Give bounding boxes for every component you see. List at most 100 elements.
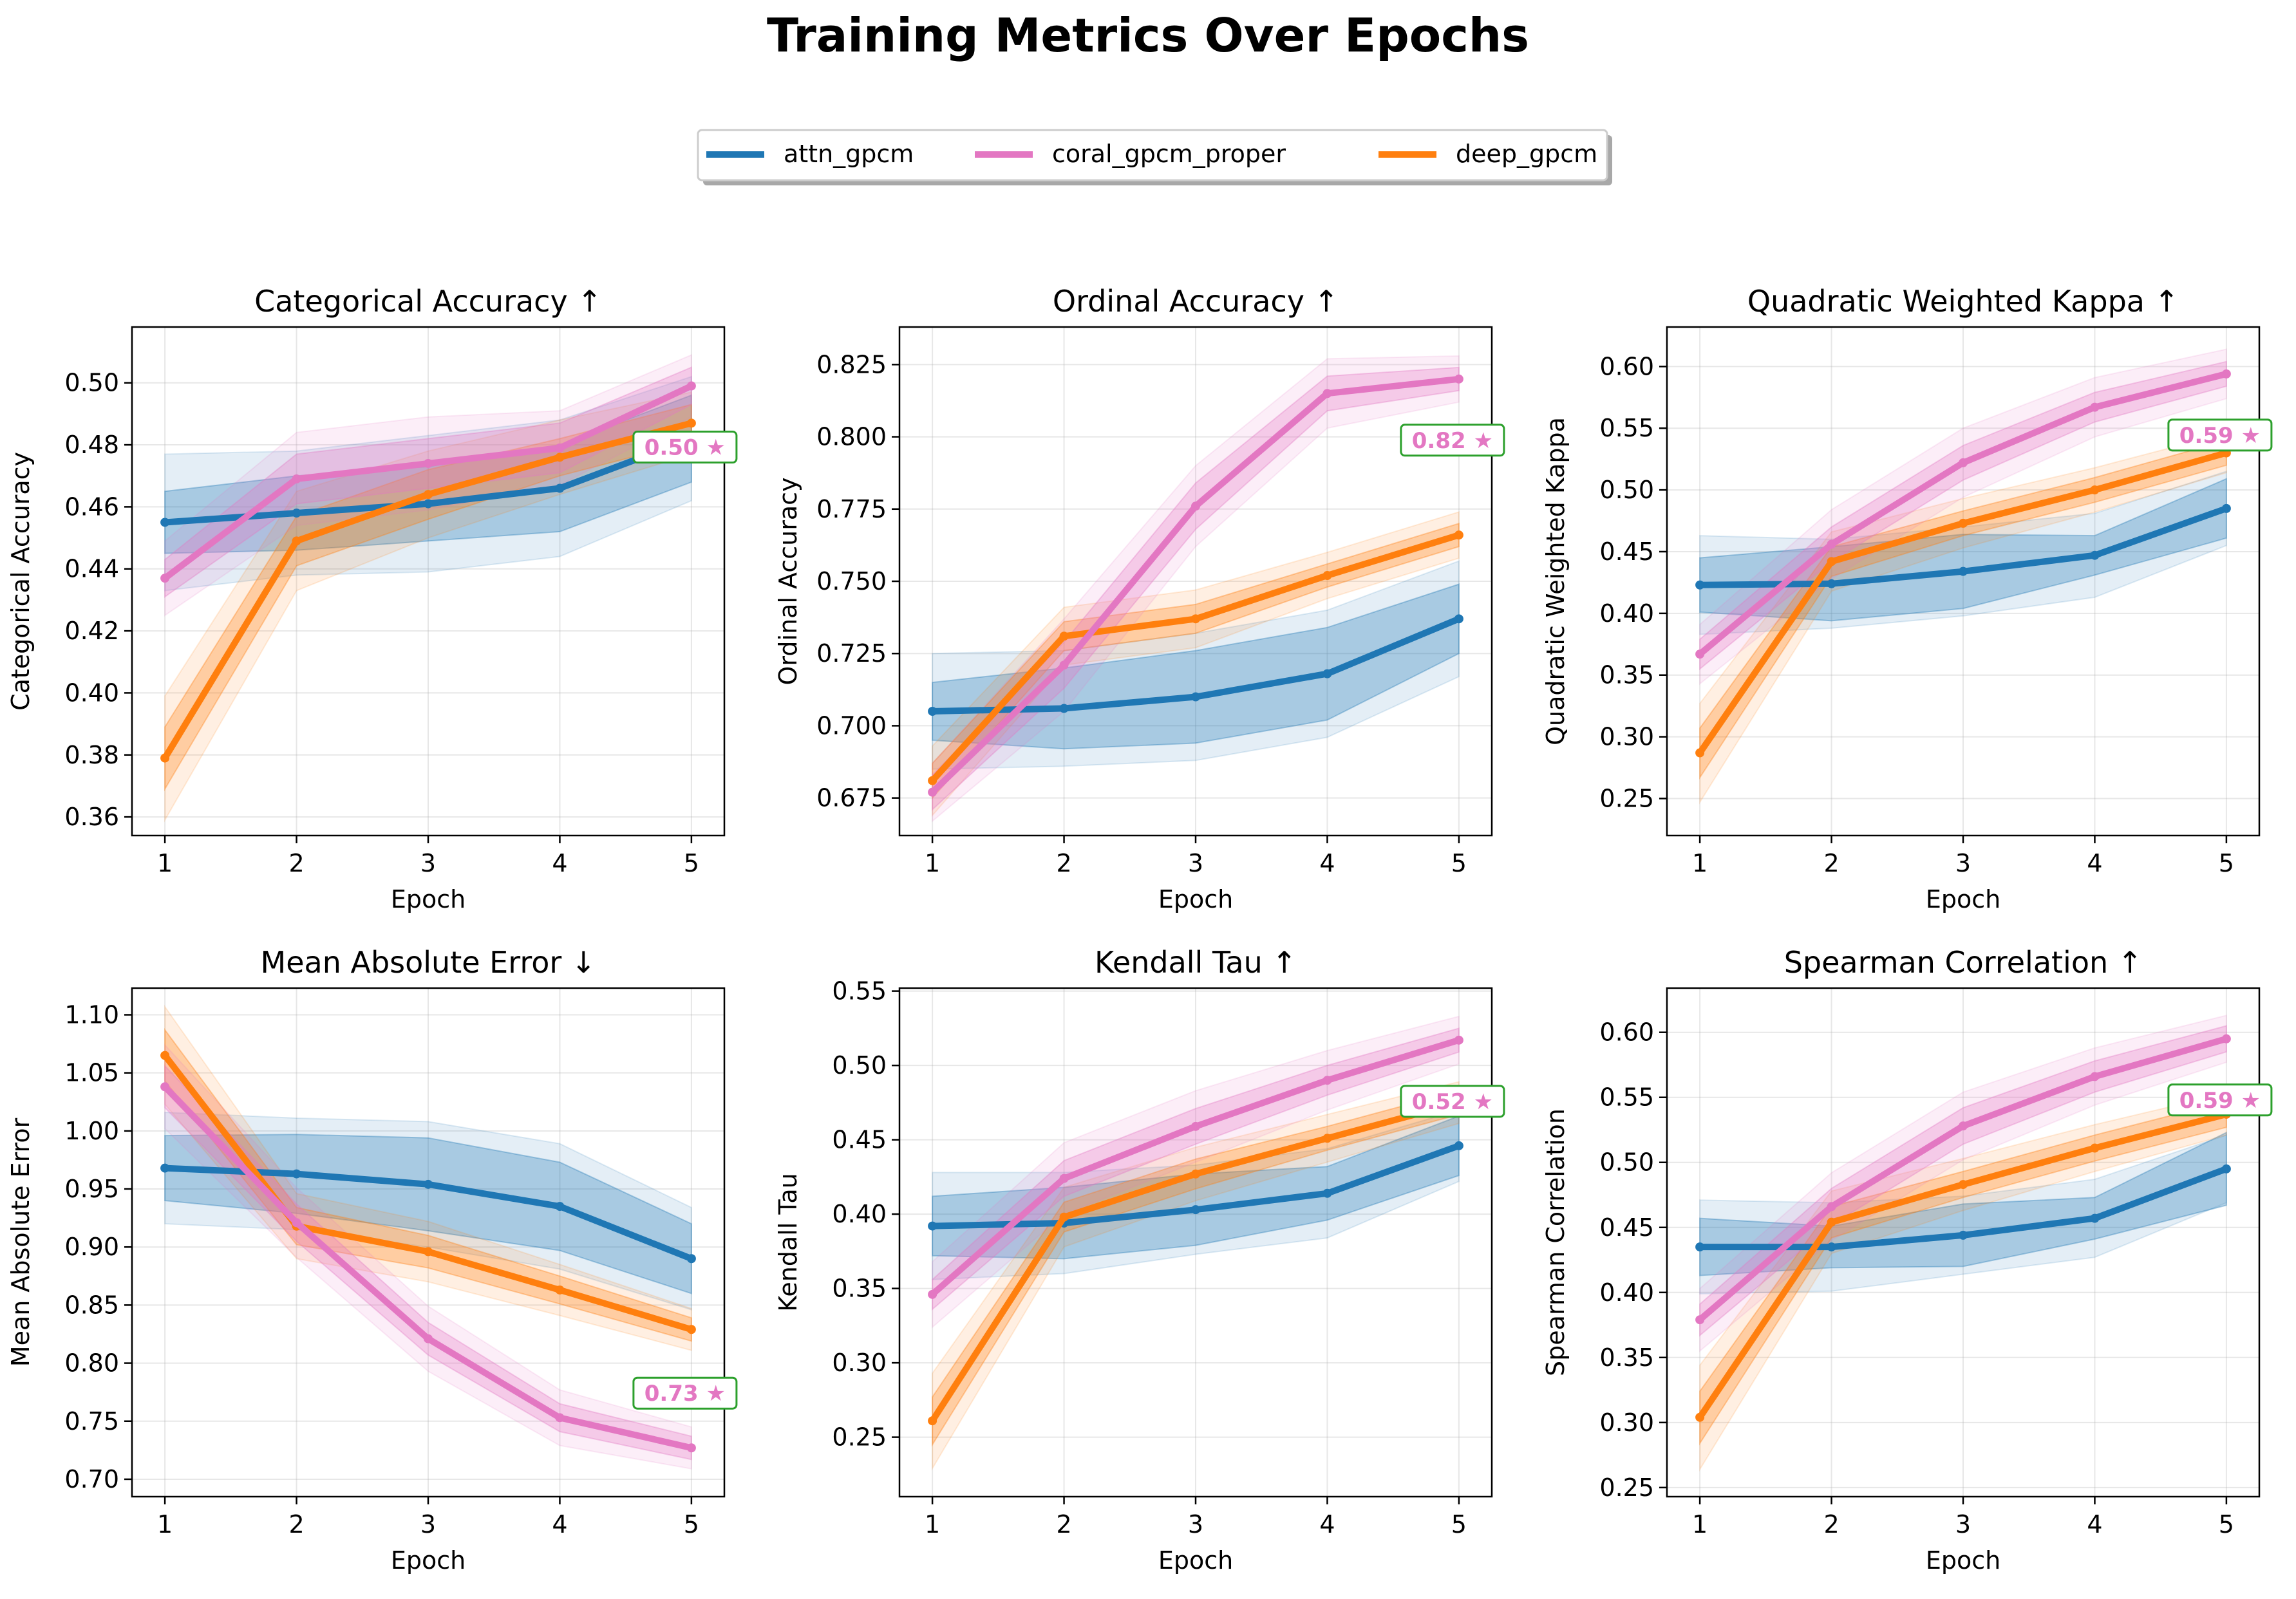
best-value-label: 0.59 ★ xyxy=(2179,1088,2261,1114)
x-tick-label: 2 xyxy=(1056,849,1071,877)
legend-entry-attn-gpcm: attn_gpcm xyxy=(706,140,914,168)
x-tick-label: 5 xyxy=(2219,1510,2234,1538)
best-value-box xyxy=(632,1376,738,1410)
subplot-3: 0.70 0.75 0.80 0.85 0.90 0.95 1.00 1.05 1.10 1 2 3 4… xyxy=(6,945,738,1575)
y-tick-label: 0.40 xyxy=(1599,1278,1654,1307)
data-point-coral_gpcm_proper xyxy=(928,1289,937,1299)
x-tick-label: 1 xyxy=(925,1510,940,1538)
y-axis-label: Spearman Correlation xyxy=(1541,1108,1570,1376)
y-tick-label: 0.25 xyxy=(832,1423,887,1452)
data-point-attn_gpcm xyxy=(1191,1205,1200,1215)
data-point-attn_gpcm xyxy=(1959,566,1968,576)
data-point-coral_gpcm_proper xyxy=(1059,660,1069,670)
y-tick-label: 0.80 xyxy=(64,1349,119,1378)
legend-label: attn_gpcm xyxy=(784,140,914,168)
x-tick-label: 5 xyxy=(684,849,699,877)
y-tick-label: 0.30 xyxy=(832,1349,887,1377)
data-point-deep_gpcm xyxy=(555,1285,565,1295)
y-tick-label: 1.05 xyxy=(64,1059,119,1087)
subplot-5: 0.25 0.30 0.35 0.40 0.45 0.50 0.55 0.60 1 2 3 4 5 Spe… xyxy=(1541,945,2273,1575)
data-point-deep_gpcm xyxy=(1827,1217,1836,1227)
y-tick-label: 0.675 xyxy=(816,784,887,812)
best-value-box xyxy=(1400,424,1505,457)
band-inner-deep_gpcm xyxy=(1699,1100,2227,1446)
data-point-coral_gpcm_proper xyxy=(1454,1035,1463,1045)
data-point-attn_gpcm xyxy=(424,1179,433,1189)
data-point-deep_gpcm xyxy=(424,490,433,500)
x-tick-label: 2 xyxy=(1056,1510,1071,1538)
y-tick-label: 1.10 xyxy=(64,1000,119,1029)
data-point-deep_gpcm xyxy=(686,418,696,428)
band-inner-coral_gpcm_proper xyxy=(932,366,1460,811)
data-point-attn_gpcm xyxy=(686,1254,696,1264)
data-point-coral_gpcm_proper xyxy=(555,1413,565,1423)
x-axis-label: Epoch xyxy=(1158,885,1233,913)
data-point-coral_gpcm_proper xyxy=(928,787,937,797)
y-tick-label: 0.95 xyxy=(64,1175,119,1203)
y-tick-label: 0.44 xyxy=(64,555,119,583)
best-value-box xyxy=(2167,1083,2273,1117)
band-outer-attn_gpcm xyxy=(164,1111,692,1311)
data-point-coral_gpcm_proper xyxy=(424,458,433,468)
legend-label: coral_gpcm_proper xyxy=(1052,140,1286,168)
data-point-deep_gpcm xyxy=(1454,530,1463,540)
y-tick-label: 0.55 xyxy=(1599,414,1654,442)
band-inner-coral_gpcm_proper xyxy=(164,1064,692,1461)
x-axis-label: Epoch xyxy=(1158,1546,1233,1575)
x-tick-label: 3 xyxy=(1188,1510,1203,1538)
data-point-attn_gpcm xyxy=(424,499,433,509)
band-outer-coral_gpcm_proper xyxy=(1699,1015,2227,1352)
y-tick-label: 0.90 xyxy=(64,1233,119,1261)
x-tick-label: 4 xyxy=(2087,1510,2102,1538)
x-tick-label: 4 xyxy=(1319,1510,1335,1538)
data-point-attn_gpcm xyxy=(1695,580,1705,590)
x-tick-label: 4 xyxy=(552,849,567,877)
subplot-title: Kendall Tau ↑ xyxy=(1095,945,1297,980)
best-value-label: 0.82 ★ xyxy=(1412,428,1493,454)
y-tick-label: 0.40 xyxy=(1599,599,1654,628)
data-point-coral_gpcm_proper xyxy=(292,474,301,484)
data-point-deep_gpcm xyxy=(1959,518,1968,528)
data-point-attn_gpcm xyxy=(1959,1230,1968,1240)
band-outer-coral_gpcm_proper xyxy=(164,353,692,617)
y-tick-label: 0.46 xyxy=(64,492,119,521)
data-point-deep_gpcm xyxy=(160,1051,170,1060)
y-tick-label: 0.45 xyxy=(832,1126,887,1154)
data-point-attn_gpcm xyxy=(160,1163,170,1173)
y-tick-label: 0.48 xyxy=(64,431,119,459)
y-tick-label: 0.45 xyxy=(1599,538,1654,566)
data-point-attn_gpcm xyxy=(292,1169,301,1179)
x-tick-label: 2 xyxy=(1823,849,1839,877)
x-tick-label: 3 xyxy=(1955,849,1971,877)
band-outer-coral_gpcm_proper xyxy=(164,1043,692,1470)
y-tick-label: 0.750 xyxy=(816,567,887,595)
y-tick-label: 0.50 xyxy=(64,369,119,397)
data-point-attn_gpcm xyxy=(1322,1188,1332,1198)
x-tick-label: 5 xyxy=(684,1510,699,1538)
data-point-coral_gpcm_proper xyxy=(2221,1034,2231,1043)
legend-entry-deep-gpcm: deep_gpcm xyxy=(1379,140,1597,168)
x-tick-label: 5 xyxy=(1451,849,1467,877)
x-tick-label: 1 xyxy=(157,849,173,877)
band-inner-deep_gpcm xyxy=(1699,440,2227,780)
data-point-deep_gpcm xyxy=(928,776,937,785)
x-tick-label: 4 xyxy=(552,1510,567,1538)
data-point-deep_gpcm xyxy=(686,1325,696,1334)
band-outer-deep_gpcm xyxy=(932,1081,1460,1471)
data-point-coral_gpcm_proper xyxy=(555,443,565,453)
data-point-attn_gpcm xyxy=(1454,614,1463,624)
y-tick-label: 0.42 xyxy=(64,617,119,645)
data-point-deep_gpcm xyxy=(1059,1212,1069,1222)
data-point-coral_gpcm_proper xyxy=(1322,389,1332,398)
y-tick-label: 0.85 xyxy=(64,1291,119,1319)
y-tick-label: 0.50 xyxy=(1599,476,1654,504)
band-inner-coral_gpcm_proper xyxy=(1699,360,2227,671)
data-point-attn_gpcm xyxy=(2090,1213,2100,1223)
data-point-deep_gpcm xyxy=(1191,614,1200,624)
y-tick-label: 1.00 xyxy=(64,1117,119,1145)
band-inner-attn_gpcm xyxy=(1699,1131,2227,1276)
x-tick-label: 2 xyxy=(288,849,304,877)
best-value-label: 0.50 ★ xyxy=(645,435,726,461)
y-axis-label: Kendall Tau xyxy=(774,1173,802,1311)
band-inner-coral_gpcm_proper xyxy=(164,366,692,599)
